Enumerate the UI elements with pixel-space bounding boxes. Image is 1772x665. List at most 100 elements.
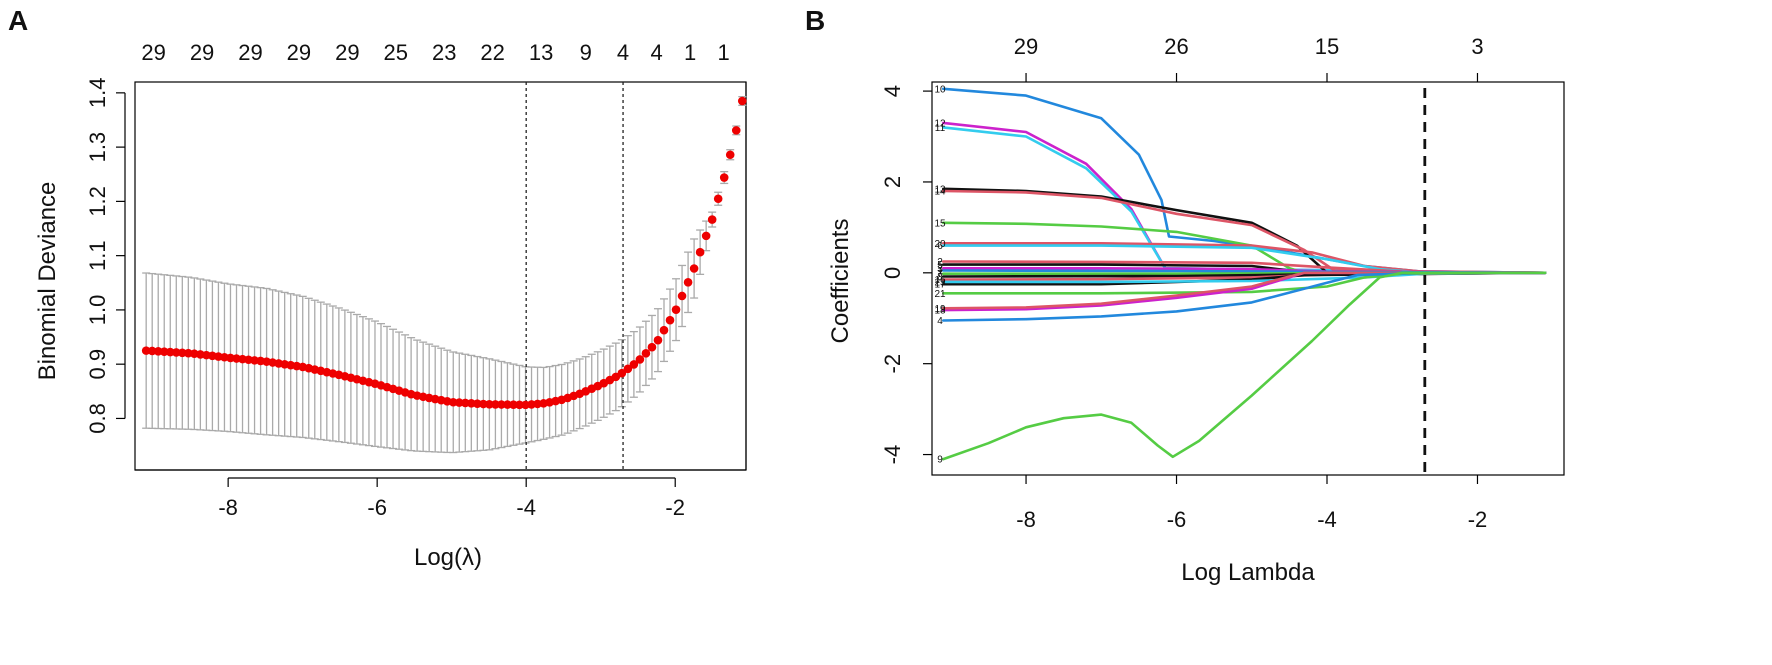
- path-label-9: 9: [937, 455, 943, 466]
- data-point: [623, 364, 633, 374]
- panel-a-x-axis-title: Log(λ): [414, 544, 482, 571]
- y-tick-label: 2: [880, 176, 905, 188]
- path-label-14: 14: [934, 187, 946, 198]
- path-label-6: 6: [937, 241, 943, 252]
- x-tick-label: -2: [1468, 507, 1488, 532]
- panel-a-y-axis: 0.8 0.9 1.0 1.1 1.2 1.3 1.4: [85, 78, 126, 434]
- data-point: [635, 355, 645, 364]
- y-tick-label: 0: [880, 267, 905, 279]
- data-point: [707, 215, 717, 224]
- path-label-7: 7: [937, 269, 943, 280]
- path-label-21: 21: [934, 289, 946, 300]
- panel-b-x-axis-title: Log Lambda: [1181, 559, 1315, 586]
- x-tick-label: -6: [1167, 507, 1187, 532]
- path-label-5: 5: [937, 260, 943, 271]
- panel-a-plot-frame: [134, 81, 747, 471]
- x-tick-label: -4: [1317, 507, 1337, 532]
- top-axis-label: 4: [617, 40, 629, 65]
- panel-a-reference-lines: [525, 82, 624, 470]
- data-point: [719, 173, 729, 182]
- top-axis-label: 4: [650, 40, 662, 65]
- data-point: [647, 342, 657, 352]
- data-point: [491, 400, 500, 409]
- data-point: [617, 368, 627, 378]
- y-tick-label: -2: [880, 354, 905, 374]
- y-tick-label: 4: [880, 85, 905, 97]
- path-label-10: 10: [934, 84, 946, 95]
- path-label-16: 16: [934, 275, 946, 286]
- data-point: [629, 360, 639, 369]
- data-point: [689, 264, 699, 273]
- x-tick-label: -6: [367, 495, 387, 520]
- path-label-20: 20: [934, 239, 946, 250]
- data-point: [659, 325, 669, 335]
- data-point: [485, 400, 494, 409]
- data-point: [653, 335, 663, 345]
- top-axis-label: 29: [1014, 34, 1038, 59]
- x-tick-label: -8: [1016, 507, 1036, 532]
- data-point: [497, 400, 506, 409]
- top-axis-label: 13: [529, 40, 553, 65]
- data-point: [509, 400, 518, 409]
- data-point: [503, 400, 512, 409]
- top-axis-label: 25: [384, 40, 408, 65]
- panel-a-x-axis: -8 -6 -4 -2: [218, 477, 685, 520]
- panel-a: A -8 -6 -4 -2 0.8 0.9 1.0 1.1 1.2 1.3 1.4 29 29 29 2…: [8, 5, 747, 571]
- y-tick-label: 1.1: [85, 240, 110, 271]
- top-axis-label: 15: [1315, 34, 1339, 59]
- data-point: [515, 400, 524, 410]
- path-label-15: 15: [934, 218, 946, 229]
- data-point: [665, 315, 675, 325]
- top-axis-label: 26: [1164, 34, 1188, 59]
- coefficient-path-11: [941, 126, 1547, 275]
- top-axis-label: 1: [684, 40, 696, 65]
- top-axis-label: 29: [238, 40, 262, 65]
- x-tick-label: -2: [665, 495, 685, 520]
- data-point: [701, 231, 711, 241]
- panel-b-y-axis-title: Coefficients: [827, 219, 854, 344]
- path-label-13: 13: [934, 184, 946, 195]
- top-axis-label: 3: [1471, 34, 1483, 59]
- panel-a-y-axis-title: Binomial Deviance: [34, 182, 61, 381]
- coefficient-path-9: [941, 271, 1547, 461]
- y-tick-label: 0.9: [85, 349, 110, 380]
- path-label-19: 19: [934, 304, 946, 315]
- top-axis-label: 22: [480, 40, 504, 65]
- data-point: [683, 277, 693, 287]
- coefficient-path-13: [941, 187, 1547, 275]
- data-point: [713, 194, 723, 204]
- top-axis-label: 29: [287, 40, 311, 65]
- coefficient-path-19: [941, 271, 1547, 310]
- panel-b-y-axis: -4 -2 0 2 4: [880, 85, 932, 464]
- top-axis-label: 23: [432, 40, 456, 65]
- data-point: [737, 96, 747, 106]
- path-label-17: 17: [934, 280, 946, 291]
- y-tick-label: -4: [880, 445, 905, 465]
- panel-b-coefficient-paths: [941, 87, 1547, 461]
- data-point: [671, 305, 681, 314]
- top-axis-label: 29: [141, 40, 165, 65]
- data-point: [725, 150, 735, 160]
- panel-b-x-axis: -8 -6 -4 -2: [1016, 475, 1487, 532]
- path-label-23: 23: [934, 277, 946, 288]
- path-label-12: 12: [934, 118, 946, 129]
- panel-a-label: A: [8, 5, 28, 36]
- x-tick-label: -8: [218, 495, 238, 520]
- top-axis-label: 1: [718, 40, 730, 65]
- data-point: [731, 126, 741, 135]
- y-tick-label: 1.2: [85, 186, 110, 217]
- path-label-11: 11: [935, 123, 946, 134]
- top-axis-label: 29: [190, 40, 214, 65]
- panel-a-top-axis: 29 29 29 29 29 25 23 22 13 9 4 4 1 1: [141, 40, 729, 65]
- path-label-4: 4: [937, 316, 943, 327]
- y-tick-label: 1.0: [85, 295, 110, 326]
- coefficient-path-12: [941, 121, 1547, 275]
- y-tick-label: 1.3: [85, 132, 110, 163]
- panel-b-top-axis: 29 26 15 3: [1014, 34, 1484, 82]
- data-point: [641, 349, 651, 358]
- panel-a-points: [141, 96, 747, 410]
- top-axis-label: 29: [335, 40, 359, 65]
- panel-b-plot-frame: [931, 81, 1565, 476]
